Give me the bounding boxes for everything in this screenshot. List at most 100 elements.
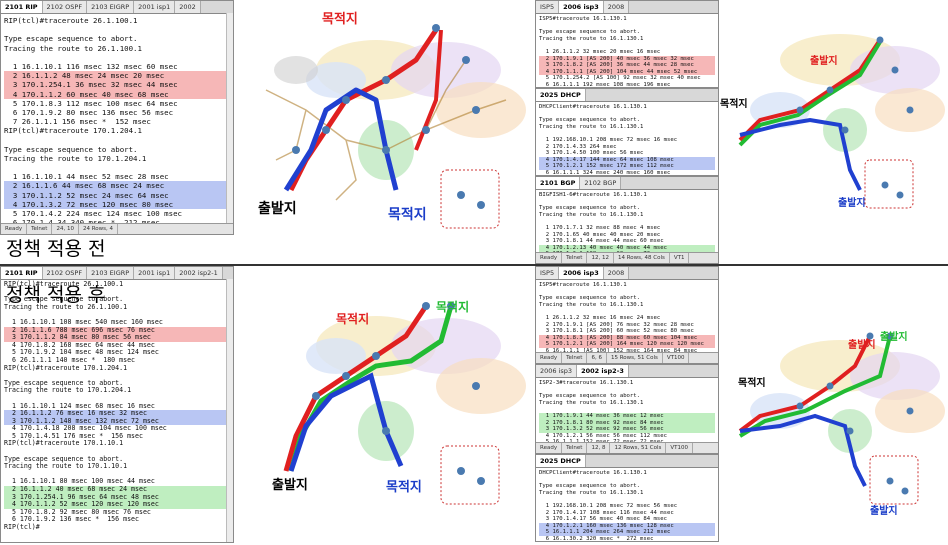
terminal-line: Type escape sequence to abort. — [539, 393, 641, 400]
tab-2008[interactable]: 2008 — [603, 267, 630, 279]
terminal-line: 5 170.1.4.51 176 msec * 156 msec — [4, 431, 143, 440]
after-policy-panel: 2101 RIP 2102 OSPF 2103 EIGRP 2001 isp1 … — [0, 266, 948, 543]
tab-dhcp[interactable]: 2025 DHCP — [536, 89, 586, 101]
terminal-status-bar: Ready Telnet 6, 6 15 Rows, 51 Cols VT100 — [536, 352, 718, 363]
status-ready: Ready — [536, 353, 563, 363]
label-source-green: 출발지 — [880, 332, 908, 343]
terminal-line — [539, 308, 715, 315]
tab-rip[interactable]: 2101 RIP — [1, 267, 43, 279]
caption-before-policy: 정책 적용 전 — [6, 238, 106, 260]
status-telnet: Telnet — [562, 443, 588, 453]
terminal-tab-bar: 2101 RIP 2102 OSPF 2103 EIGRP 2001 isp1 … — [1, 267, 233, 280]
terminal-isp-after[interactable]: ISP5 2006 isp3 2008 ISP5#traceroute 16.1… — [535, 266, 719, 364]
terminal-line: 1 16.1.10.1 116 msec 132 msec 60 msec — [4, 61, 178, 71]
terminal-line: Tracing the route to 170.1.204.1 — [4, 153, 147, 163]
status-telnet: Telnet — [562, 253, 588, 263]
tab-isp1[interactable]: 2001 isp1 — [134, 1, 176, 13]
terminal-line: RIP(tcl)#traceroute 170.1.204.1 — [4, 126, 142, 136]
terminal-rip-before[interactable]: 2101 RIP 2102 OSPF 2103 EIGRP 2001 isp1 … — [0, 0, 234, 235]
terminal-line: Tracing the route to 16.1.130.1 — [539, 123, 644, 130]
terminal-line: DHCPClient#traceroute 16.1.130.1 — [539, 104, 647, 110]
terminal-line: 2 170.1.65 40 msec 40 msec 20 msec — [539, 231, 661, 238]
terminal-line: Type escape sequence to abort. — [4, 34, 138, 44]
status-rows: 12 Rows, 51 Cols — [610, 443, 667, 453]
network-topology-diagram — [283, 302, 526, 505]
status-cursor: 6, 6 — [587, 353, 607, 363]
tab-ospf[interactable]: 2102 OSPF — [42, 1, 88, 13]
tab-eigrp[interactable]: 2103 EIGRP — [87, 267, 135, 279]
terminal-output: DHCPClient#traceroute 16.1.130.1 Type es… — [536, 468, 718, 542]
tab-2008[interactable]: 2008 — [603, 1, 630, 13]
terminal-line: 6 16.1.30.2 320 msec * 272 msec — [539, 535, 654, 542]
terminal-isp2-after[interactable]: 2006 isp3 2002 isp2-3 ISP2-3#traceroute … — [535, 364, 719, 454]
tab-rip[interactable]: 2101 RIP — [1, 1, 43, 13]
tab-dhcp[interactable]: 2025 DHCP — [536, 455, 586, 467]
terminal-scrollbar[interactable] — [226, 13, 233, 224]
terminal-tab-bar: ISP5 2006 isp3 2008 — [536, 267, 718, 280]
terminal-line — [539, 387, 715, 394]
terminal-line: Tracing the route to 16.1.130.1 — [539, 301, 644, 308]
tab-isp3[interactable]: 2006 isp3 — [559, 1, 604, 13]
terminal-line: Type escape sequence to abort. — [4, 144, 138, 154]
tab-bgp1[interactable]: 2101 BGP — [536, 177, 581, 189]
tab-bgp2[interactable]: 2102 BGP — [580, 177, 622, 189]
terminal-line-highlighted: 4 170.1.1.1 [AS 200] 104 msec 44 msec 52… — [539, 68, 715, 76]
terminal-line-highlighted: 4 170.1.1.2 60 msec 40 msec 68 msec — [4, 89, 230, 99]
tab-ospf[interactable]: 2102 OSPF — [42, 267, 88, 279]
terminal-line: ISP5#traceroute 16.1.130.1 — [539, 16, 627, 22]
before-policy-panel: 2101 RIP 2102 OSPF 2103 EIGRP 2001 isp1 … — [0, 0, 948, 264]
status-cursor: 24, 10 — [52, 224, 79, 234]
terminal-rip-after[interactable]: 2101 RIP 2102 OSPF 2103 EIGRP 2001 isp1 … — [0, 266, 234, 543]
terminal-line: 5 170.1.9.2 104 msec 48 msec 124 msec — [4, 348, 159, 357]
terminal-line-highlighted: 2 16.1.1.2 40 msec 68 msec 24 msec — [4, 485, 230, 494]
terminal-dhcp-after[interactable]: 2025 DHCP DHCPClient#traceroute 16.1.130… — [535, 454, 719, 542]
tab-isp2-3[interactable]: 2002 isp2-3 — [577, 365, 629, 377]
tab-isp5[interactable]: ISP5 — [536, 1, 560, 13]
status-telnet: Telnet — [27, 224, 53, 234]
terminal-line: Tracing the route to 26.1.100.1 — [4, 44, 230, 53]
network-topology-diagram — [738, 34, 945, 209]
terminal-line: 4 170.1.2.1 56 msec 56 msec 112 msec — [539, 432, 667, 439]
status-vt: VT100 — [663, 353, 690, 363]
terminal-line: ISP2-3#traceroute 16.1.130.1 — [539, 380, 634, 386]
terminal-line: 5 170.1.8.2 92 msec 80 msec 76 msec — [4, 507, 151, 516]
terminal-line-highlighted: 5 170.1.2.1 [AS 200] 164 msec 120 msec 1… — [539, 341, 715, 348]
status-rows: 24 Rows, 4 — [79, 224, 118, 234]
terminal-line — [539, 199, 715, 206]
tab-eigrp[interactable]: 2103 EIGRP — [87, 1, 135, 13]
tab-isp1[interactable]: 2001 isp1 — [134, 267, 176, 279]
terminal-tab-bar: 2101 BGP 2102 BGP — [536, 177, 718, 190]
terminal-line-highlighted: 3 170.1.8.2 [AS 200] 36 msec 44 msec 28 … — [539, 62, 715, 69]
label-source-red: 출발지 — [848, 340, 876, 351]
tab-isp5[interactable]: ISP5 — [536, 267, 560, 279]
tab-isp2-1[interactable]: 2002 isp2-1 — [175, 267, 223, 279]
terminal-line — [539, 406, 715, 413]
terminal-line: Type escape sequence to abort. — [539, 483, 641, 490]
terminal-line: 1 192.168.10.1 208 msec 72 msec 16 msec — [539, 136, 678, 143]
tab-isp3[interactable]: 2006 isp3 — [559, 267, 604, 279]
label-destination-blue: 목적지 — [388, 207, 427, 223]
terminal-bgp-before[interactable]: 2101 BGP 2102 BGP BIGFISH1-6#traceroute … — [535, 176, 719, 264]
terminal-line: RIP(tcl)#traceroute 170.1.204.1 — [4, 363, 128, 372]
terminal-line-highlighted: 3 170.1.1.2 84 msec 80 msec 56 msec — [4, 334, 230, 342]
status-cursor: 12, 12 — [587, 253, 614, 263]
terminal-isp-before[interactable]: ISP5 2006 isp3 2008 ISP5#traceroute 16.1… — [535, 0, 719, 88]
tab-isp3[interactable]: 2006 isp3 — [536, 365, 578, 377]
terminal-line: 1 26.1.1.2 32 msec 20 msec 16 msec — [539, 48, 661, 55]
terminal-line: 5 170.1.4.2 224 msec 124 msec 100 msec — [4, 208, 182, 218]
terminal-line: RIP(tcl)# — [4, 523, 40, 531]
tab-2002[interactable]: 2002 — [175, 1, 201, 13]
terminal-line: 4 170.1.8.2 168 msec 64 msec 44 msec — [4, 340, 155, 349]
network-topology-diagram — [265, 24, 526, 229]
topology-map-left-after: 목적지 목적지 출발지 목적지 — [236, 266, 532, 541]
terminal-line: Type escape sequence to abort. — [4, 454, 124, 463]
terminal-line-highlighted: 2 16.1.1.6 788 msec 696 msec 76 msec — [4, 326, 230, 335]
terminal-dhcp-before[interactable]: 2025 DHCP DHCPClient#traceroute 16.1.130… — [535, 88, 719, 176]
terminal-line-highlighted: 3 170.1.1.2 148 msec 132 msec 72 msec — [4, 417, 230, 426]
terminal-scrollbar[interactable] — [226, 279, 233, 542]
terminal-line: Type escape sequence to abort. — [4, 295, 124, 304]
terminal-line: Tracing the route to 16.1.130.1 — [539, 35, 644, 42]
terminal-line-highlighted: 4 170.1.2.13 40 msec 40 msec 44 msec — [539, 244, 715, 252]
status-ready: Ready — [536, 443, 563, 453]
terminal-line-highlighted: 3 170.1.3.2 52 msec 92 msec 56 msec — [539, 426, 715, 433]
